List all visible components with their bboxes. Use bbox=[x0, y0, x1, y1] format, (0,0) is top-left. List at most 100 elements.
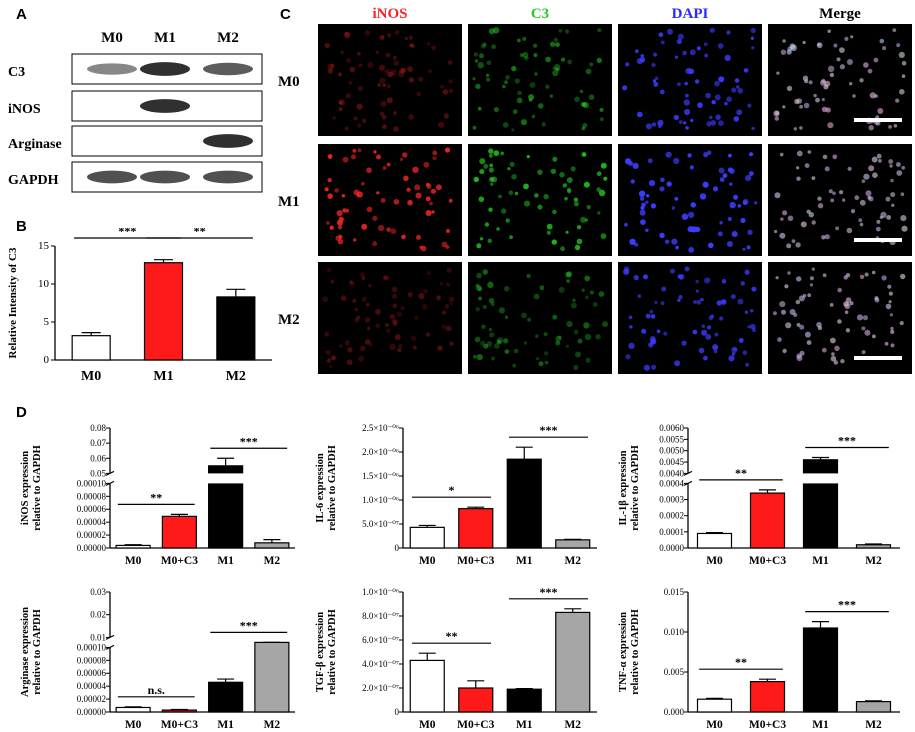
cell-dot bbox=[653, 52, 657, 57]
cell-dot bbox=[552, 314, 558, 320]
cell-dot bbox=[602, 321, 608, 328]
cell-dot bbox=[475, 283, 480, 288]
cell-dot bbox=[787, 271, 791, 275]
cell-dot bbox=[358, 63, 363, 68]
y-tick-label: 0.00008 bbox=[77, 491, 107, 501]
cell-dot bbox=[491, 44, 496, 50]
y-tick-label: 1.5×10⁻⁰⁶ bbox=[362, 471, 399, 481]
cell-dot bbox=[726, 241, 733, 247]
cell-dot bbox=[715, 114, 721, 120]
x-tick-label: M1 bbox=[217, 719, 234, 731]
cell-dot bbox=[327, 178, 332, 183]
cell-dot bbox=[867, 68, 873, 74]
cell-dot bbox=[534, 193, 539, 198]
cell-dot bbox=[585, 357, 591, 363]
cell-dot bbox=[694, 79, 700, 84]
cell-dot bbox=[366, 326, 371, 331]
cell-dot bbox=[629, 238, 636, 245]
cell-dot bbox=[340, 50, 344, 55]
cell-dot bbox=[811, 220, 816, 225]
y-tick-label: 2.5×10⁻⁰⁶ bbox=[362, 423, 399, 433]
cell-dot bbox=[565, 344, 570, 348]
cell-dot bbox=[446, 229, 450, 233]
cell-dot bbox=[527, 317, 532, 322]
cell-dot bbox=[479, 158, 486, 165]
cell-dot bbox=[487, 281, 494, 288]
x-tick-label: M0 bbox=[706, 719, 723, 731]
cell-dot bbox=[555, 335, 562, 342]
cell-dot bbox=[659, 186, 665, 192]
cell-dot bbox=[420, 245, 427, 252]
cell-dot bbox=[901, 74, 906, 78]
cell-dot bbox=[821, 98, 825, 102]
cell-dot bbox=[357, 51, 361, 56]
cell-dot bbox=[509, 161, 515, 167]
cell-dot bbox=[639, 209, 646, 216]
cell-dot bbox=[684, 108, 691, 116]
significance-label: *** bbox=[838, 434, 856, 448]
bar bbox=[749, 680, 786, 713]
cell-dot bbox=[852, 94, 856, 98]
cell-dot bbox=[346, 57, 352, 64]
cell-dot bbox=[710, 120, 717, 126]
cell-dot bbox=[415, 192, 422, 199]
cell-dot bbox=[436, 295, 441, 301]
cell-dot bbox=[844, 303, 851, 310]
cell-dot bbox=[650, 338, 657, 345]
cell-dot bbox=[354, 317, 359, 323]
significance-label: *** bbox=[240, 434, 258, 448]
cell-dot bbox=[327, 68, 333, 74]
cell-dot bbox=[834, 345, 840, 351]
cell-dot bbox=[500, 151, 504, 156]
cell-dot bbox=[677, 298, 681, 302]
micrograph bbox=[768, 262, 912, 374]
cell-dot bbox=[846, 59, 853, 65]
cell-dot bbox=[558, 28, 563, 33]
cell-dot bbox=[813, 93, 817, 98]
cell-dot bbox=[794, 98, 800, 105]
cell-dot bbox=[888, 125, 892, 129]
cell-dot bbox=[728, 355, 735, 362]
y-axis-label: iNOS expression bbox=[20, 451, 31, 525]
cell-dot bbox=[447, 60, 453, 65]
cell-dot bbox=[387, 71, 394, 78]
cell-dot bbox=[693, 300, 697, 304]
cell-dot bbox=[550, 168, 557, 175]
x-tick-label: M2 bbox=[865, 555, 882, 567]
cell-dot bbox=[482, 269, 488, 275]
cell-dot bbox=[780, 49, 787, 55]
cell-dot bbox=[630, 179, 635, 184]
cell-dot bbox=[492, 27, 500, 34]
cell-dot bbox=[395, 30, 400, 35]
cell-dot bbox=[393, 111, 397, 115]
cell-dot bbox=[803, 102, 810, 109]
cell-dot bbox=[714, 80, 720, 87]
cell-dot bbox=[574, 201, 579, 207]
cell-dot bbox=[624, 222, 628, 227]
cell-dot bbox=[379, 35, 385, 40]
cell-dot bbox=[692, 329, 698, 335]
cell-dot bbox=[872, 334, 876, 339]
cell-dot bbox=[634, 242, 639, 247]
cell-dot bbox=[472, 77, 476, 81]
cell-dot bbox=[689, 49, 696, 56]
x-tick-label: M0 bbox=[706, 555, 723, 567]
cell-dot bbox=[751, 286, 757, 292]
bar bbox=[409, 659, 445, 713]
cell-dot bbox=[873, 57, 879, 63]
cell-dot bbox=[524, 56, 529, 61]
cell-dot bbox=[703, 152, 709, 158]
cell-dot bbox=[745, 362, 750, 367]
cell-dot bbox=[585, 68, 592, 75]
cell-dot bbox=[476, 354, 483, 361]
cell-dot bbox=[517, 90, 522, 96]
cell-dot bbox=[714, 349, 718, 354]
cell-dot bbox=[730, 294, 736, 300]
cell-dot bbox=[558, 286, 565, 293]
cell-dot bbox=[687, 211, 695, 219]
cell-dot bbox=[731, 231, 738, 237]
cell-dot bbox=[338, 225, 343, 230]
x-tick-label: M2 bbox=[564, 719, 581, 731]
cell-dot bbox=[704, 277, 711, 284]
cell-dot bbox=[802, 293, 807, 298]
